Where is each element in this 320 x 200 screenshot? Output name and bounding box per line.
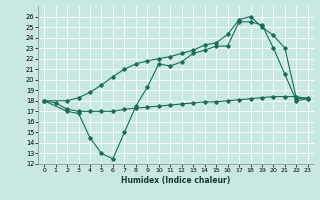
X-axis label: Humidex (Indice chaleur): Humidex (Indice chaleur) <box>121 176 231 185</box>
